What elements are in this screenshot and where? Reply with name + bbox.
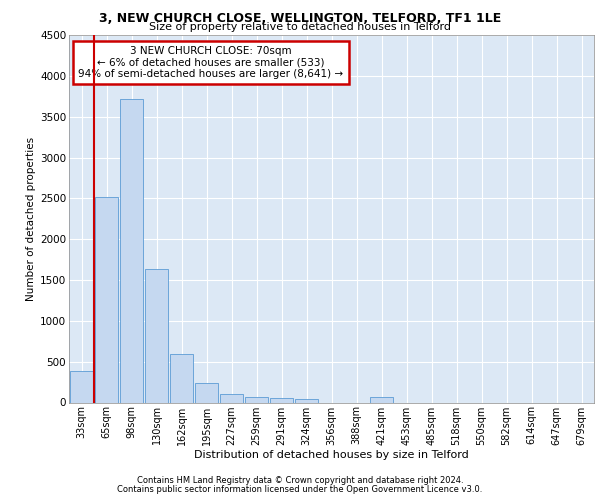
Bar — [170, 354, 193, 403]
Bar — [95, 196, 118, 402]
Bar — [295, 399, 318, 402]
Text: Contains HM Land Registry data © Crown copyright and database right 2024.: Contains HM Land Registry data © Crown c… — [137, 476, 463, 485]
Bar — [70, 372, 93, 402]
Bar — [270, 398, 293, 402]
Bar — [120, 98, 143, 403]
Bar — [195, 383, 218, 402]
Text: Size of property relative to detached houses in Telford: Size of property relative to detached ho… — [149, 22, 451, 32]
Bar — [220, 394, 243, 402]
Bar — [245, 397, 268, 402]
Bar — [145, 268, 168, 402]
Text: 3, NEW CHURCH CLOSE, WELLINGTON, TELFORD, TF1 1LE: 3, NEW CHURCH CLOSE, WELLINGTON, TELFORD… — [99, 12, 501, 26]
X-axis label: Distribution of detached houses by size in Telford: Distribution of detached houses by size … — [194, 450, 469, 460]
Bar — [370, 397, 393, 402]
Text: Contains public sector information licensed under the Open Government Licence v3: Contains public sector information licen… — [118, 484, 482, 494]
Y-axis label: Number of detached properties: Number of detached properties — [26, 136, 36, 301]
Text: 3 NEW CHURCH CLOSE: 70sqm
← 6% of detached houses are smaller (533)
94% of semi-: 3 NEW CHURCH CLOSE: 70sqm ← 6% of detach… — [78, 46, 343, 79]
